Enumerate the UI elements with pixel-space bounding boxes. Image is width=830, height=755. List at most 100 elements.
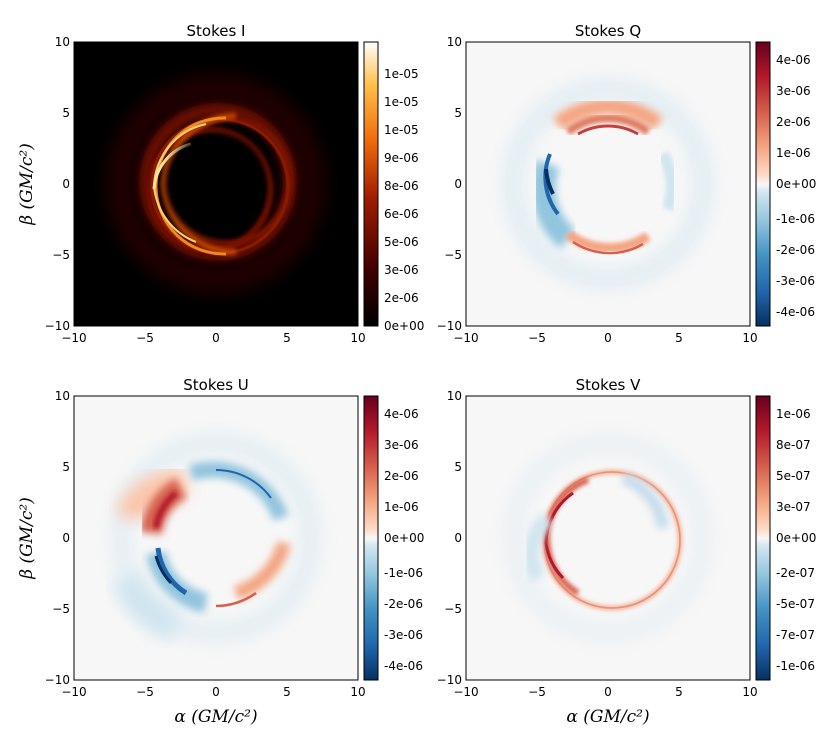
y-tick-label: −5: [444, 248, 462, 262]
y-axis: −10 −5 0 5 10: [437, 35, 462, 333]
colorbar-tick-label: 3e-06: [384, 263, 419, 277]
colorbar-tick-label: 5e-07: [776, 469, 811, 483]
colorbar-tick-label: 5e-06: [384, 235, 419, 249]
x-tick-label: −10: [453, 685, 478, 699]
colorbar-tick-label: 3e-07: [776, 500, 811, 514]
colorbar-tick-label: -3e-06: [384, 628, 423, 642]
x-axis-label: α (GM/c²): [566, 707, 649, 727]
colorbar-tick-label: -1e-06: [776, 659, 815, 673]
y-tick-label: 5: [454, 460, 462, 474]
x-tick-label: 0: [212, 685, 220, 699]
colorbar-tick-label: -2e-06: [776, 243, 815, 257]
colorbar: -1e-06 -7e-07 -5e-07 -2e-07 0e+00 3e-07 …: [755, 395, 816, 681]
y-tick-label: 0: [454, 531, 462, 545]
y-tick-label: −5: [444, 602, 462, 616]
colorbar-tick-label: 3e-06: [776, 84, 811, 98]
x-tick-label: 5: [283, 685, 291, 699]
colorbar-tick-label: 3e-06: [384, 438, 419, 452]
y-tick-label: 0: [454, 177, 462, 191]
x-tick-label: −5: [136, 685, 154, 699]
y-axis: −10 −5 0 5 10: [45, 389, 70, 687]
x-tick-label: 10: [742, 685, 757, 699]
y-axis: −10 −5 0 5 10: [437, 389, 462, 687]
colorbar-tick-label: 6e-06: [384, 207, 419, 221]
x-tick-label: 10: [350, 685, 365, 699]
panel-title: Stokes Q: [575, 22, 641, 40]
colorbar-tick-label: 1e-05: [384, 95, 419, 109]
panel-stokes-q: Stokes Q −10 −5 0 5 10 −10 −5 0 5 10 -4e…: [437, 22, 817, 345]
y-tick-label: 5: [454, 106, 462, 120]
x-tick-label: 5: [283, 331, 291, 345]
colorbar-tick-label: 2e-06: [384, 291, 419, 305]
colorbar: -4e-06 -3e-06 -2e-06 -1e-06 0e+00 1e-06 …: [363, 395, 424, 681]
stokes-q-heatmap: [466, 42, 750, 326]
colorbar-tick-label: -3e-06: [776, 274, 815, 288]
y-tick-label: −10: [437, 673, 462, 687]
panel-stokes-v: Stokes V −10 −5 0 5 10 −10 −5 0 5 10 α (…: [437, 376, 817, 727]
x-tick-label: −5: [528, 331, 546, 345]
y-tick-label: 5: [62, 460, 70, 474]
colorbar-tick-label: 2e-06: [776, 115, 811, 129]
colorbar-tick-label: -4e-06: [384, 659, 423, 673]
panel-title: Stokes V: [576, 376, 642, 394]
colorbar-tick-label: 0e+00: [384, 531, 424, 545]
colorbar-tick-label: -2e-06: [384, 597, 423, 611]
x-tick-label: 0: [212, 331, 220, 345]
y-axis-label: β (GM/c²): [17, 497, 37, 580]
colorbar-tick-label: 1e-05: [384, 123, 419, 137]
x-axis-label: α (GM/c²): [174, 707, 257, 727]
x-tick-label: −10: [61, 685, 86, 699]
colorbar-tick-label: -1e-06: [384, 566, 423, 580]
colorbar-tick-label: 1e-06: [776, 146, 811, 160]
colorbar-tick-label: 8e-07: [776, 438, 811, 452]
x-tick-label: −10: [453, 331, 478, 345]
y-tick-label: 5: [62, 106, 70, 120]
colorbar-tick-label: 4e-06: [384, 407, 419, 421]
x-tick-label: −5: [528, 685, 546, 699]
stokes-i-heatmap: [74, 42, 358, 326]
colorbar-tick-label: 1e-06: [384, 500, 419, 514]
colorbar-tick-label: 8e-06: [384, 179, 419, 193]
colorbar-tick-label: -1e-06: [776, 212, 815, 226]
y-tick-label: −5: [52, 602, 70, 616]
x-tick-label: 10: [742, 331, 757, 345]
panel-stokes-i: Stokes I −10 −5 0 5 10 −10 −5 0 5 10 β (…: [17, 22, 424, 345]
colorbar-tick-label: 0e+00: [776, 531, 816, 545]
y-axis-label: β (GM/c²): [17, 143, 37, 226]
colorbar-tick-label: 4e-06: [776, 53, 811, 67]
colorbar-tick-label: 2e-06: [384, 469, 419, 483]
x-axis: −10 −5 0 5 10: [61, 331, 365, 345]
stokes-v-heatmap: [466, 396, 750, 680]
stokes-u-heatmap: [74, 396, 358, 680]
colorbar-tick-label: 0e+00: [384, 319, 424, 333]
panel-title: Stokes U: [183, 376, 249, 394]
colorbar-tick-label: -2e-07: [776, 566, 815, 580]
x-tick-label: 10: [350, 331, 365, 345]
y-tick-label: 10: [447, 389, 462, 403]
x-tick-label: 0: [604, 331, 612, 345]
y-tick-label: 0: [62, 531, 70, 545]
x-tick-label: 5: [675, 331, 683, 345]
panel-stokes-u: Stokes U −10 −5 0 5 10 −10 −5 0 5 10 β (…: [17, 376, 424, 727]
colorbar-tick-label: 9e-06: [384, 151, 419, 165]
panel-title: Stokes I: [187, 22, 246, 40]
y-tick-label: −10: [45, 673, 70, 687]
y-tick-label: 10: [55, 35, 70, 49]
x-tick-label: −5: [136, 331, 154, 345]
colorbar-tick-label: -5e-07: [776, 597, 815, 611]
x-tick-label: −10: [61, 331, 86, 345]
x-axis: −10 −5 0 5 10: [61, 685, 365, 699]
x-tick-label: 0: [604, 685, 612, 699]
y-tick-label: 10: [55, 389, 70, 403]
x-axis: −10 −5 0 5 10: [453, 331, 757, 345]
colorbar-tick-label: -4e-06: [776, 305, 815, 319]
x-tick-label: 5: [675, 685, 683, 699]
colorbar-tick-label: 1e-05: [384, 67, 419, 81]
colorbar-tick-label: -7e-07: [776, 628, 815, 642]
y-axis: −10 −5 0 5 10: [45, 35, 70, 333]
y-tick-label: −10: [45, 319, 70, 333]
colorbar-tick-label: 1e-06: [776, 407, 811, 421]
y-tick-label: 10: [447, 35, 462, 49]
colorbar: 0e+00 2e-06 3e-06 5e-06 6e-06 8e-06 9e-0…: [363, 41, 424, 333]
